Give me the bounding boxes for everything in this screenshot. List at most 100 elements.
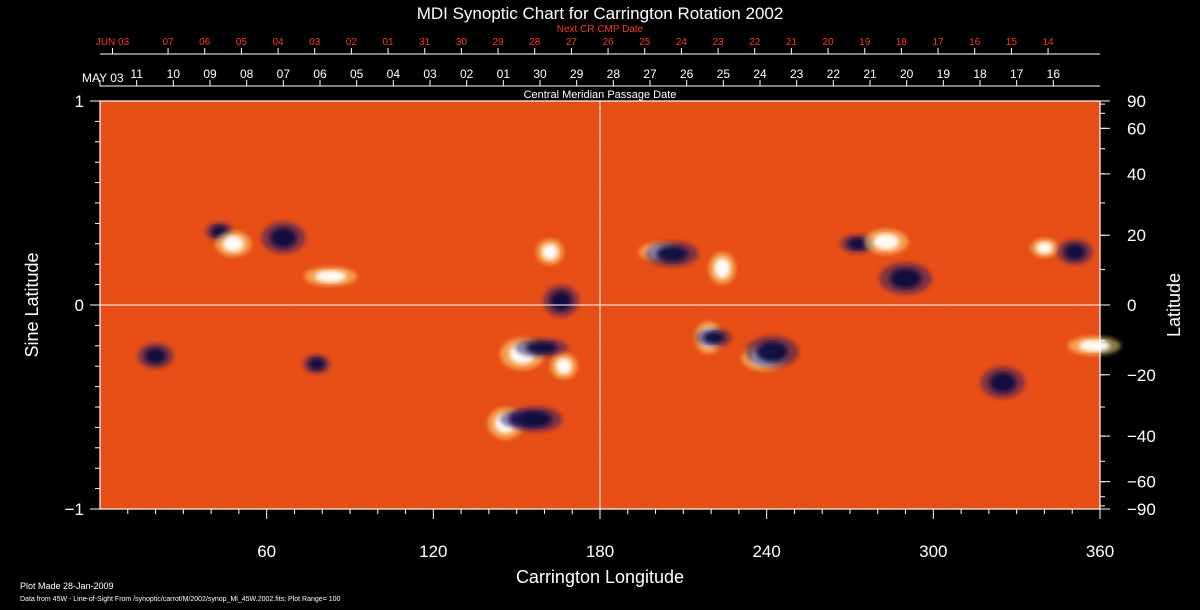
negative-polarity-region <box>656 246 688 262</box>
negative-polarity-region <box>145 348 167 364</box>
cmp-tick-label: 30 <box>533 67 547 81</box>
cmp-tick-label: 05 <box>350 67 364 81</box>
next-cr-tick-label: 20 <box>822 37 834 48</box>
y-right-tick-label: 0 <box>1127 296 1136 315</box>
y-right-tick-label: 40 <box>1127 165 1146 184</box>
negative-polarity-region <box>1064 243 1086 260</box>
y-left-tick-label: 0 <box>75 296 84 315</box>
cmp-tick-label: 25 <box>717 67 731 81</box>
cmp-tick-label: MAY 03 <box>82 71 124 85</box>
y-left-tick-label: 1 <box>75 92 84 111</box>
positive-polarity-region <box>222 235 244 252</box>
negative-polarity-region <box>308 358 325 371</box>
next-cr-tick-label: 05 <box>236 37 248 48</box>
cmp-tick-label: 20 <box>900 67 914 81</box>
next-cr-tick-label: 04 <box>272 37 284 48</box>
cmp-tick-label: 11 <box>130 67 143 81</box>
next-cr-tick-label: 03 <box>309 37 321 48</box>
y-right-tick-label: 20 <box>1127 226 1146 245</box>
next-cr-tick-label: 19 <box>859 37 871 48</box>
next-cr-tick-label: 28 <box>529 37 541 48</box>
positive-polarity-region <box>1036 241 1053 254</box>
y-axis-right-label: Latitude <box>1164 273 1184 337</box>
next-cr-tick-label: 14 <box>1042 37 1054 48</box>
next-cr-tick-label: 27 <box>566 37 578 48</box>
cmp-tick-label: 03 <box>423 67 437 81</box>
x-tick-label: 180 <box>586 542 614 561</box>
next-cr-date-ticks: JUN 03 07 06 05 04 03 02 01 31 30 29 28 27 26 25 24 23 22… <box>96 37 1054 54</box>
cmp-tick-label: 09 <box>203 67 217 81</box>
y-right-tick-label: −40 <box>1127 427 1156 446</box>
cmp-tick-label: 24 <box>753 67 767 81</box>
y-axis-left-label: Sine Latitude <box>22 252 42 357</box>
cmp-tick-label: 10 <box>167 67 181 81</box>
cmp-tick-label: 19 <box>937 67 951 81</box>
x-axis-ticks: 60 120 180 240 300 360 <box>127 509 1114 561</box>
negative-polarity-region <box>270 227 297 248</box>
plot-made-text: Plot Made 28-Jan-2009 <box>20 581 114 591</box>
cmp-tick-label: 29 <box>570 67 584 81</box>
x-tick-label: 360 <box>1086 542 1114 561</box>
positive-polarity-region <box>315 270 347 283</box>
negative-polarity-region <box>989 372 1016 393</box>
cmp-label: Central Meridian Passage Date <box>524 89 677 101</box>
x-axis-label: Carrington Longitude <box>516 567 684 587</box>
next-cr-tick-label: 06 <box>199 37 211 48</box>
negative-polarity-region <box>890 268 922 289</box>
positive-polarity-region <box>555 358 572 375</box>
cmp-tick-label: 02 <box>460 67 474 81</box>
next-cr-tick-label: 25 <box>639 37 651 48</box>
y-right-tick-label: −90 <box>1127 500 1156 519</box>
cmp-tick-label: 16 <box>1047 67 1061 81</box>
x-tick-label: 300 <box>919 542 947 561</box>
cmp-tick-label: 18 <box>973 67 987 81</box>
x-tick-label: 240 <box>752 542 780 561</box>
cmp-tick-label: 07 <box>277 67 291 81</box>
negative-polarity-region <box>550 290 572 311</box>
cmp-tick-label: 27 <box>643 67 657 81</box>
next-cr-tick-label: 02 <box>346 37 358 48</box>
cmp-tick-label: 23 <box>790 67 804 81</box>
next-cr-tick-label: 16 <box>969 37 981 48</box>
next-cr-tick-label: 07 <box>162 37 174 48</box>
cmp-tick-label: 01 <box>497 67 511 81</box>
cmp-tick-label: 26 <box>680 67 694 81</box>
cmp-date-ticks: MAY 03 11 10 09 08 07 06 05 04 03 02 01 30 29 28 27 26 25… <box>82 67 1060 86</box>
next-cr-tick-label: 29 <box>492 37 504 48</box>
next-cr-tick-label: 30 <box>456 37 468 48</box>
y-right-axis-ticks: 90 60 40 20 0 −20 −40 −60 −90 <box>1100 92 1156 519</box>
chart-title: MDI Synoptic Chart for Carrington Rotati… <box>417 4 784 23</box>
x-tick-label: 120 <box>419 542 447 561</box>
y-left-tick-label: −1 <box>65 500 84 519</box>
y-right-tick-label: 60 <box>1127 119 1146 138</box>
negative-polarity-region <box>703 331 725 344</box>
cmp-tick-label: 06 <box>313 67 327 81</box>
next-cr-tick-label: 17 <box>932 37 944 48</box>
cmp-tick-label: 22 <box>827 67 841 81</box>
next-cr-tick-label: 18 <box>896 37 908 48</box>
cmp-tick-label: 08 <box>240 67 254 81</box>
y-right-tick-label: −20 <box>1127 366 1156 385</box>
y-right-tick-label: −60 <box>1127 473 1156 492</box>
next-cr-tick-label: JUN 03 <box>96 37 130 48</box>
next-cr-tick-label: 31 <box>419 37 431 48</box>
negative-polarity-region <box>756 341 788 362</box>
next-cr-tick-label: 23 <box>712 37 724 48</box>
next-cr-tick-label: 21 <box>786 37 798 48</box>
negative-polarity-region <box>520 411 552 428</box>
x-tick-label: 60 <box>257 542 276 561</box>
cmp-tick-label: 17 <box>1010 67 1024 81</box>
positive-polarity-region <box>714 258 731 279</box>
next-cr-tick-label: 01 <box>382 37 394 48</box>
y-right-tick-label: 90 <box>1127 92 1146 111</box>
negative-polarity-region <box>847 237 869 250</box>
cmp-tick-label: 04 <box>387 67 401 81</box>
positive-polarity-region <box>1078 339 1110 352</box>
next-cr-tick-label: 15 <box>1006 37 1018 48</box>
positive-polarity-region <box>873 233 900 250</box>
negative-polarity-region <box>526 341 558 354</box>
cmp-tick-label: 21 <box>863 67 877 81</box>
cmp-tick-label: 28 <box>607 67 621 81</box>
data-source-text: Data from 45W - Line-of-Sight From /syno… <box>20 596 341 603</box>
